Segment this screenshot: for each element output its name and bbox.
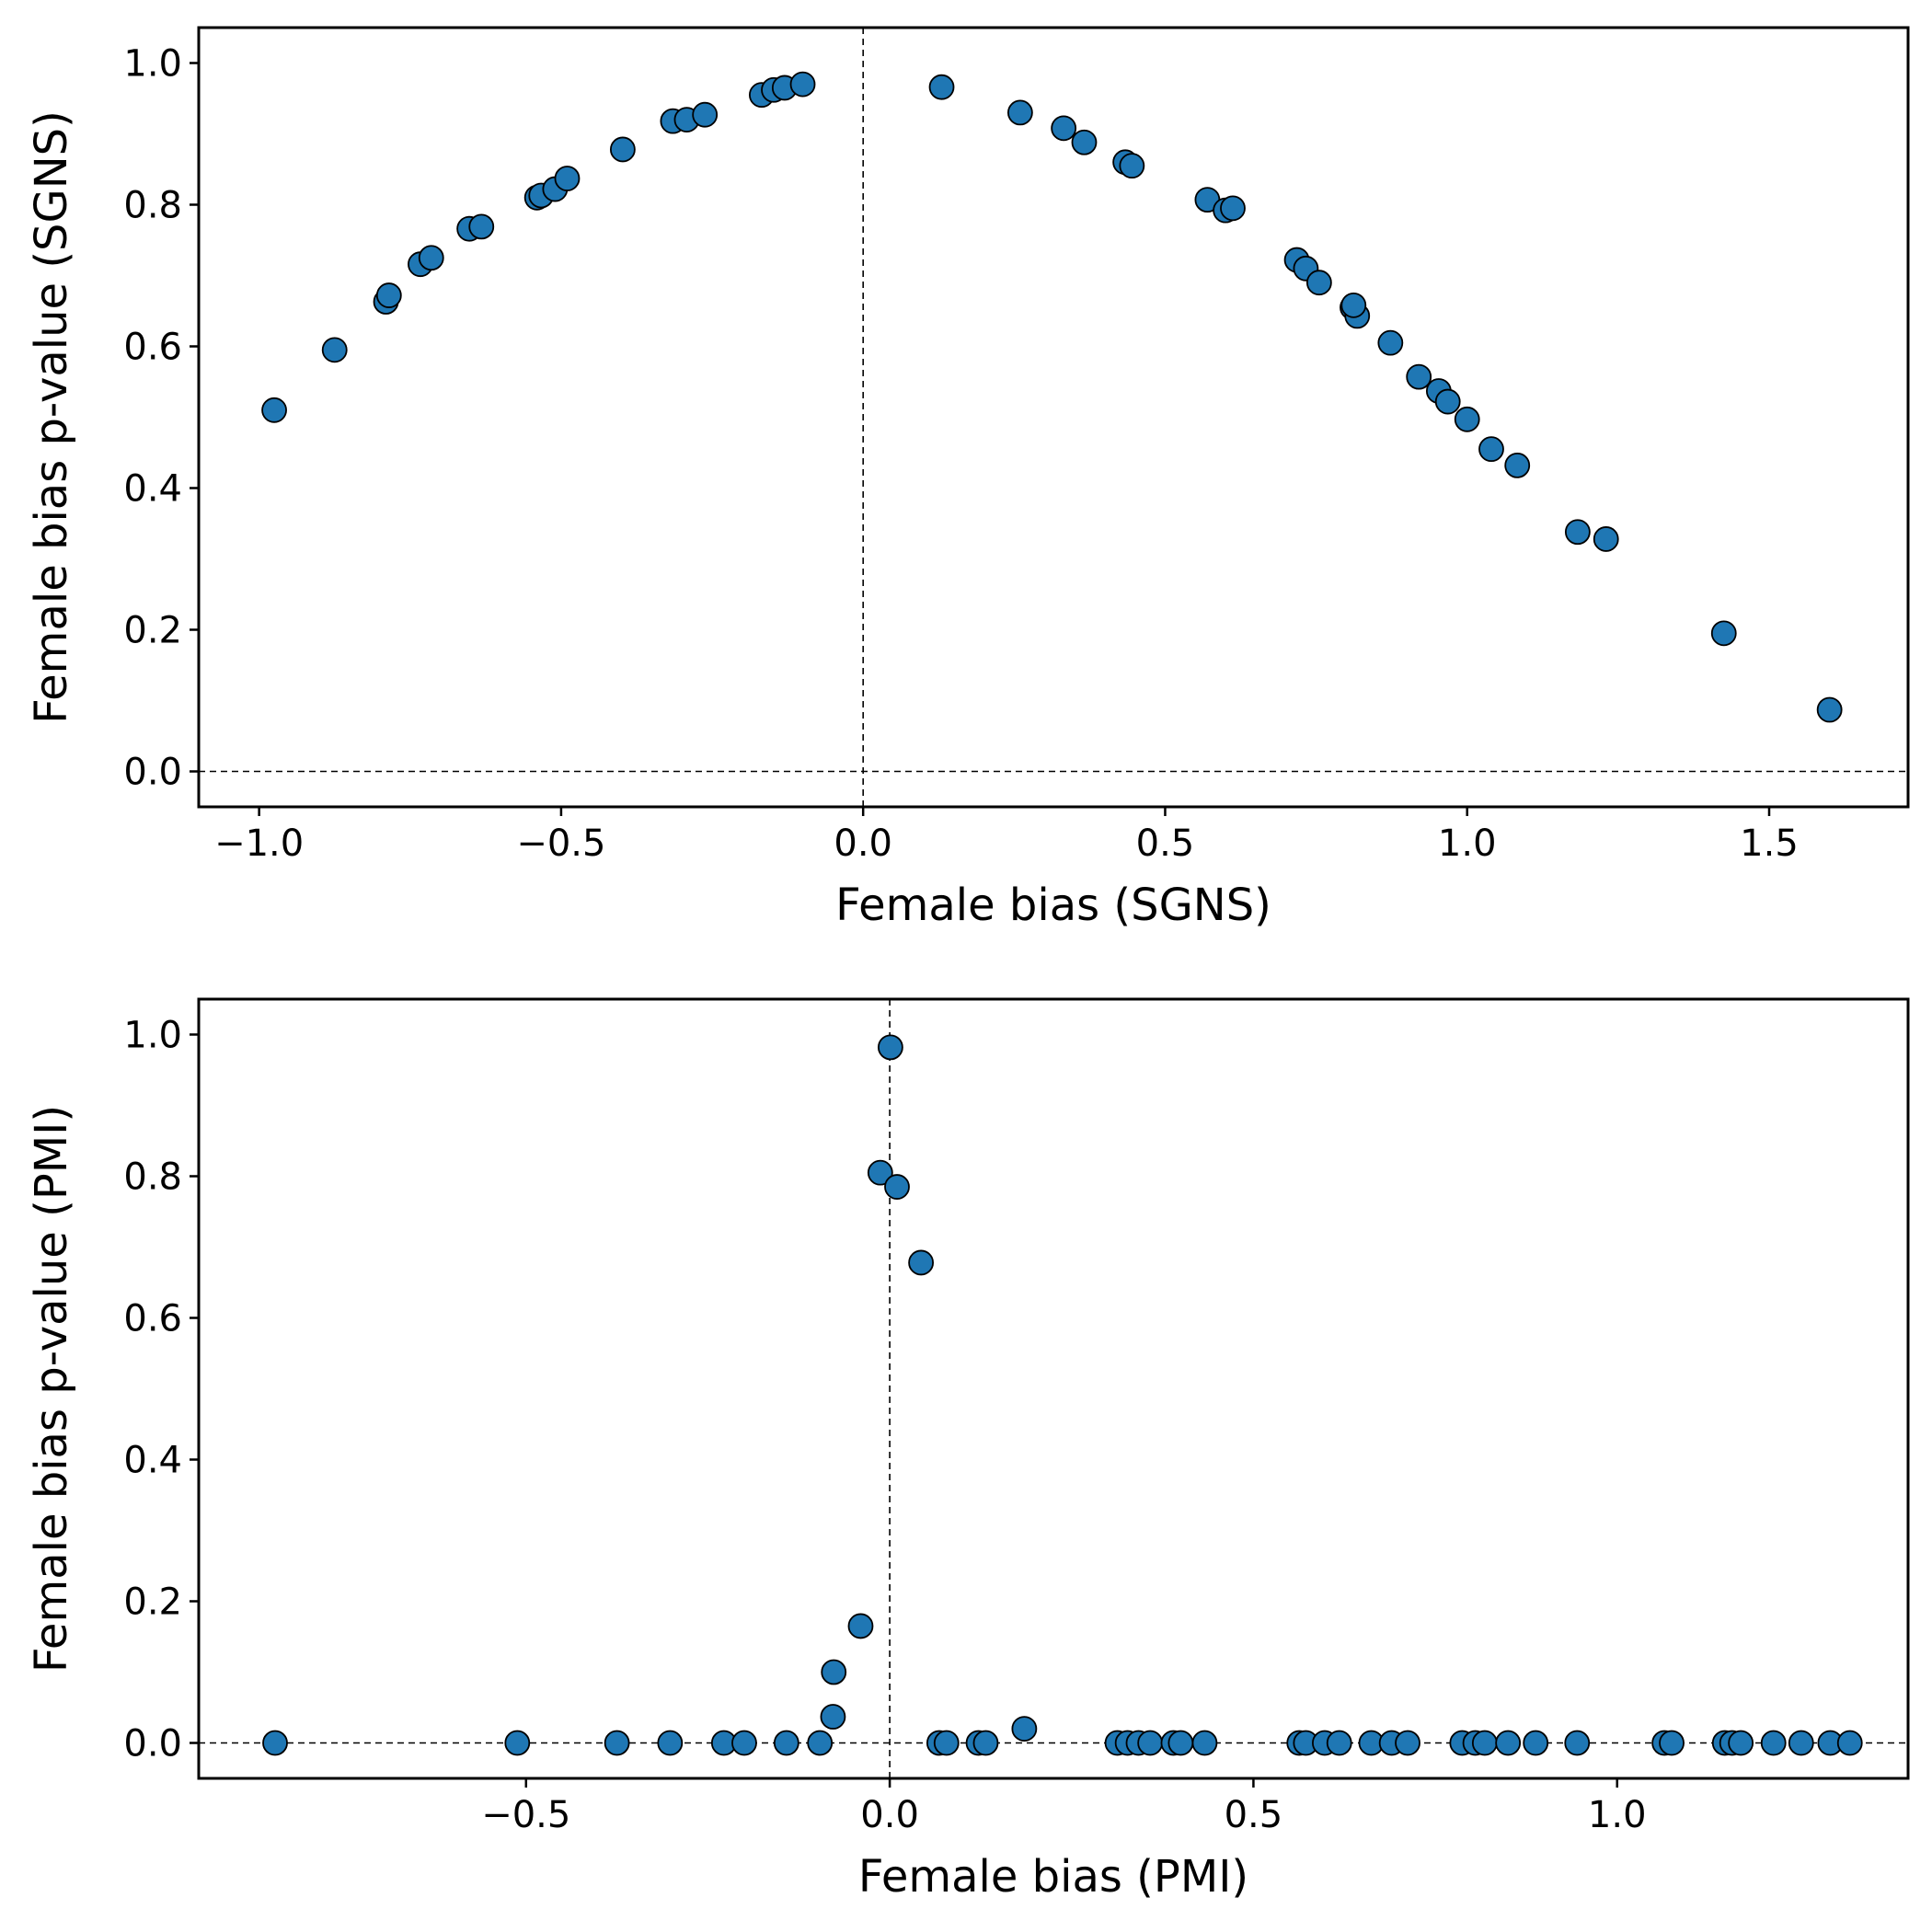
sgns-point <box>468 213 495 240</box>
pmi-point <box>908 1249 935 1276</box>
pmi-xtick-label: 0.0 <box>860 1794 919 1836</box>
pmi-point <box>1564 1730 1591 1756</box>
pmi-point <box>1395 1730 1420 1756</box>
sgns-point <box>321 337 348 363</box>
pmi-point <box>933 1730 960 1756</box>
pmi-point <box>821 1659 847 1685</box>
pmi-point <box>504 1730 531 1756</box>
pmi-point <box>867 1159 893 1186</box>
sgns-point <box>1051 115 1077 142</box>
pmi-point <box>847 1613 874 1639</box>
pmi-ytick-label: 0.4 <box>123 1440 182 1482</box>
sgns-point <box>1340 292 1367 318</box>
pmi-ytick-label: 0.8 <box>123 1156 182 1199</box>
sgns-point <box>1434 388 1461 415</box>
pmi-ytick-label: 0.2 <box>123 1581 182 1624</box>
sgns-ytick-label: 0.8 <box>123 185 182 227</box>
pmi-point <box>773 1730 799 1756</box>
pmi-panel: −0.5 0.0 0.5 1.0 0.0 0.2 0.4 0.6 0.8 1.0 Female bi… <box>26 997 1910 1903</box>
pmi-point <box>1167 1730 1194 1756</box>
pmi-point <box>657 1730 684 1756</box>
pmi-point <box>1523 1730 1549 1756</box>
pmi-point <box>1191 1730 1218 1756</box>
sgns-point <box>1454 406 1480 432</box>
pmi-xtick-label: 0.5 <box>1225 1794 1283 1836</box>
sgns-ytick-label: 0.6 <box>123 327 182 369</box>
sgns-xtick-label: −1.0 <box>214 822 304 865</box>
sgns-point <box>1564 519 1591 546</box>
sgns-panel: −1.0 −0.5 0.0 0.5 1.0 1.5 0.0 0.2 0.4 0.6 0.8 1.0 Fe… <box>26 26 1910 931</box>
pmi-point <box>1137 1730 1164 1756</box>
pmi-point <box>731 1730 757 1756</box>
pmi-xtick-label: 1.0 <box>1588 1794 1647 1836</box>
pmi-point <box>1788 1730 1814 1756</box>
sgns-point <box>1710 620 1737 647</box>
sgns-y-axis-label: Female bias p-value (SGNS) <box>26 110 77 724</box>
sgns-point <box>1220 195 1246 222</box>
pmi-point <box>1326 1730 1352 1756</box>
pmi-point <box>262 1730 288 1756</box>
pmi-point <box>1659 1730 1685 1756</box>
sgns-x-axis-label: Female bias (SGNS) <box>835 880 1271 931</box>
sgns-point <box>1377 329 1404 356</box>
sgns-point <box>692 101 719 128</box>
sgns-ytick-label: 0.2 <box>123 610 182 652</box>
pmi-x-axis-label: Female bias (PMI) <box>858 1851 1248 1903</box>
sgns-point <box>1406 363 1432 390</box>
pmi-ytick-label: 0.6 <box>123 1298 182 1340</box>
pmi-ytick-label: 1.0 <box>123 1015 182 1057</box>
sgns-xtick-label: 1.0 <box>1438 822 1497 865</box>
pmi-point <box>1760 1730 1787 1756</box>
sgns-point <box>609 136 636 163</box>
sgns-xtick-label: 0.0 <box>834 822 892 865</box>
pmi-plot-frame <box>197 997 1910 1780</box>
sgns-point <box>1006 99 1033 126</box>
sgns-plot-frame <box>197 26 1910 809</box>
pmi-point <box>972 1730 999 1756</box>
sgns-point <box>1816 696 1843 723</box>
sgns-point <box>928 74 955 100</box>
pmi-point <box>1836 1730 1863 1756</box>
sgns-point <box>1504 452 1531 478</box>
pmi-y-axis-label: Female bias p-value (PMI) <box>26 1105 77 1673</box>
sgns-ytick-label: 0.0 <box>123 752 182 794</box>
pmi-point <box>1011 1716 1038 1742</box>
sgns-point <box>1305 270 1332 296</box>
sgns-point <box>418 245 444 271</box>
pmi-points <box>262 1034 1863 1756</box>
sgns-point <box>554 166 581 191</box>
pmi-ytick-label: 0.0 <box>123 1723 182 1765</box>
sgns-point <box>261 397 287 423</box>
sgns-point <box>789 71 816 98</box>
pmi-point <box>604 1730 630 1756</box>
sgns-point <box>375 282 402 308</box>
sgns-point <box>1478 436 1504 463</box>
pmi-point <box>1728 1730 1754 1756</box>
pmi-point <box>877 1034 903 1061</box>
pmi-point <box>1471 1730 1498 1756</box>
sgns-ytick-label: 0.4 <box>123 468 182 511</box>
sgns-xtick-label: −0.5 <box>516 822 605 865</box>
pmi-point <box>1495 1730 1522 1756</box>
sgns-xtick-label: 0.5 <box>1136 822 1195 865</box>
sgns-points <box>261 71 1843 723</box>
pmi-point <box>820 1704 846 1730</box>
sgns-ytick-label: 1.0 <box>123 43 182 86</box>
pmi-point <box>807 1730 834 1756</box>
sgns-point <box>1593 526 1619 552</box>
sgns-xtick-label: 1.5 <box>1740 822 1799 865</box>
sgns-point <box>1119 153 1145 179</box>
pmi-point <box>884 1174 910 1200</box>
sgns-point <box>1071 129 1098 155</box>
pmi-xtick-label: −0.5 <box>481 1794 570 1836</box>
